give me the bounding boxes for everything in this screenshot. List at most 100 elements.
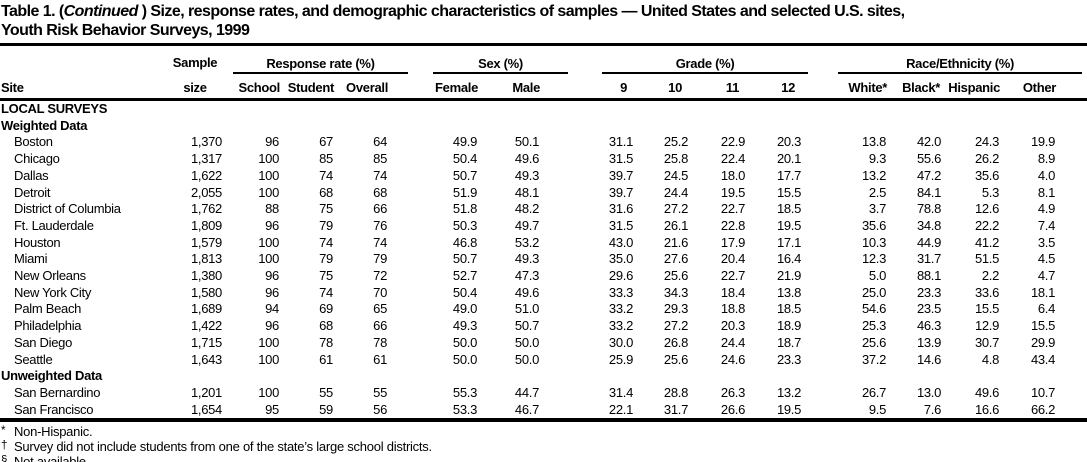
cell-student: 67 — [319, 134, 333, 150]
cell-male: 47.3 — [514, 268, 540, 284]
table-title-continued: Continued — [63, 3, 139, 20]
cell-male: 51.0 — [514, 301, 540, 317]
cell-school: 88 — [265, 201, 279, 217]
bottom-divider — [0, 418, 1087, 423]
cell-sample-size: 1,654 — [190, 401, 222, 417]
cell-grade-12: 15.5 — [776, 184, 802, 200]
table-title-line2: Youth Risk Behavior Surveys, 1999 — [1, 22, 250, 39]
cell-black: 13.9 — [916, 334, 942, 350]
cell-student: 85 — [319, 151, 333, 167]
cell-grade-11: 24.6 — [720, 351, 746, 367]
table-row: Dallas 1,622 100 74 74 50.7 49.3 39.7 24.5 18.0 17… — [0, 168, 1087, 185]
site-name: New Orleans — [14, 268, 86, 284]
cell-other: 3.5 — [1037, 234, 1056, 250]
cell-overall: 61 — [373, 351, 388, 367]
cell-white: 3.7 — [868, 201, 887, 217]
cell-white: 25.6 — [861, 334, 887, 350]
cell-male: 50.0 — [514, 351, 540, 367]
cell-overall: 74 — [373, 167, 388, 183]
cell-school: 94 — [265, 301, 279, 317]
group-header-sex: Sex (%) — [389, 46, 569, 74]
footnotes: * Non-Hispanic. † Survey did not include s… — [0, 422, 1087, 462]
cell-white: 25.0 — [861, 284, 887, 300]
cell-black: 84.1 — [916, 184, 942, 200]
cell-white: 54.6 — [861, 301, 887, 317]
cell-hispanic: 22.2 — [974, 217, 1000, 233]
cell-female: 49.0 — [452, 301, 478, 317]
cell-student: 74 — [319, 284, 333, 300]
cell-overall: 79 — [373, 251, 388, 267]
table-body: LOCAL SURVEYS Weighted Data Boston 1,370 96 6… — [0, 100, 1087, 419]
cell-grade-11: 22.4 — [720, 151, 746, 167]
table-row: District of Columbia 1,762 88 75 66 51.8 48.2 3… — [0, 201, 1087, 218]
cell-male: 50.1 — [514, 134, 540, 150]
spacer-cell — [1057, 235, 1087, 252]
cell-sample-size: 2,055 — [190, 184, 222, 200]
cell-grade-11: 20.4 — [720, 251, 746, 267]
site-name: San Bernardino — [14, 384, 101, 400]
cell-overall: 74 — [373, 234, 388, 250]
spacer-cell — [1057, 301, 1087, 318]
cell-black: 14.6 — [916, 351, 942, 367]
cell-grade-10: 24.5 — [663, 167, 689, 183]
cell-female: 52.7 — [452, 268, 478, 284]
cell-male: 53.2 — [514, 234, 540, 250]
cell-grade-9: 25.9 — [608, 351, 634, 367]
cell-school: 100 — [258, 184, 279, 200]
cell-grade-10: 27.2 — [663, 201, 689, 217]
column-header-female: Female — [389, 74, 480, 101]
footnote-text: Non-Hispanic. — [14, 424, 93, 440]
cell-other: 19.9 — [1030, 134, 1056, 150]
cell-male: 49.6 — [514, 151, 540, 167]
cell-grade-12: 17.7 — [776, 167, 802, 183]
spacer-cell — [1057, 134, 1087, 151]
cell-hispanic: 51.5 — [974, 251, 1000, 267]
spacer-cell — [1057, 201, 1087, 218]
cell-grade-9: 35.0 — [608, 251, 634, 267]
cell-sample-size: 1,715 — [190, 334, 222, 350]
cell-grade-12: 17.1 — [776, 234, 802, 250]
cell-grade-11: 22.9 — [720, 134, 746, 150]
cell-grade-10: 25.6 — [663, 268, 689, 284]
cell-grade-12: 18.7 — [776, 334, 802, 350]
cell-sample-size: 1,643 — [190, 351, 222, 367]
column-header-hispanic: Hispanic — [943, 74, 1002, 101]
cell-hispanic: 33.6 — [974, 284, 1000, 300]
table-row: New Orleans 1,380 96 75 72 52.7 47.3 29.6 25.6 22… — [0, 268, 1087, 285]
cell-white: 13.2 — [861, 167, 887, 183]
title-divider — [0, 43, 1087, 46]
footnote-symbol: § — [1, 454, 8, 462]
cell-white: 2.5 — [868, 184, 887, 200]
cell-hispanic: 16.6 — [974, 401, 1000, 417]
subsection-heading-row: Weighted Data — [0, 118, 1087, 135]
cell-female: 55.3 — [452, 384, 478, 400]
cell-student: 79 — [319, 251, 333, 267]
cell-hispanic: 12.6 — [974, 201, 1000, 217]
cell-black: 47.2 — [916, 167, 942, 183]
column-header-white: White* — [803, 74, 889, 101]
cell-grade-12: 13.8 — [776, 284, 802, 300]
cell-school: 100 — [258, 251, 279, 267]
site-name: Boston — [14, 134, 53, 150]
header-spacer — [0, 46, 166, 74]
cell-grade-9: 39.7 — [608, 167, 634, 183]
site-name: San Francisco — [14, 401, 94, 417]
cell-sample-size: 1,201 — [190, 384, 222, 400]
cell-grade-12: 16.4 — [776, 251, 802, 267]
cell-sample-size: 1,813 — [190, 251, 222, 267]
cell-white: 25.3 — [861, 318, 887, 334]
cell-black: 42.0 — [916, 134, 942, 150]
site-name: Miami — [14, 251, 48, 267]
cell-school: 100 — [258, 334, 279, 350]
column-header-student: Student — [281, 74, 335, 101]
cell-grade-10: 27.6 — [663, 251, 689, 267]
cell-grade-12: 20.1 — [776, 151, 802, 167]
cell-grade-11: 22.7 — [720, 201, 746, 217]
cell-grade-9: 31.5 — [608, 151, 634, 167]
table-row: Palm Beach 1,689 94 69 65 49.0 51.0 33.2 29.3 18.… — [0, 301, 1087, 318]
cell-other: 10.7 — [1030, 384, 1056, 400]
spacer-cell — [1057, 168, 1087, 185]
footnote-symbol: * — [1, 425, 6, 438]
cell-other: 29.9 — [1030, 334, 1056, 350]
cell-female: 50.4 — [452, 284, 478, 300]
